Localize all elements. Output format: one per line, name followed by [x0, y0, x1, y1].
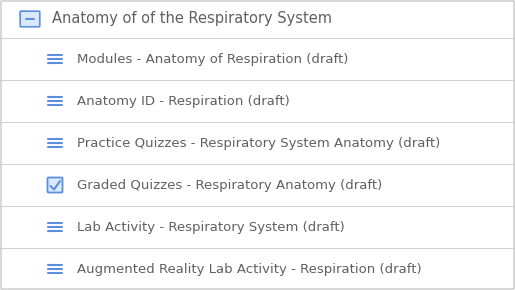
FancyBboxPatch shape	[47, 177, 62, 193]
Text: Anatomy of of the Respiratory System: Anatomy of of the Respiratory System	[52, 12, 332, 26]
FancyBboxPatch shape	[20, 11, 40, 27]
Text: Anatomy ID - Respiration (draft): Anatomy ID - Respiration (draft)	[77, 95, 290, 108]
Text: Lab Activity - Respiratory System (draft): Lab Activity - Respiratory System (draft…	[77, 220, 345, 233]
FancyBboxPatch shape	[21, 12, 28, 17]
Text: Graded Quizzes - Respiratory Anatomy (draft): Graded Quizzes - Respiratory Anatomy (dr…	[77, 179, 382, 191]
Text: Modules - Anatomy of Respiration (draft): Modules - Anatomy of Respiration (draft)	[77, 52, 348, 66]
Text: Augmented Reality Lab Activity - Respiration (draft): Augmented Reality Lab Activity - Respira…	[77, 262, 422, 275]
Text: Practice Quizzes - Respiratory System Anatomy (draft): Practice Quizzes - Respiratory System An…	[77, 137, 440, 150]
